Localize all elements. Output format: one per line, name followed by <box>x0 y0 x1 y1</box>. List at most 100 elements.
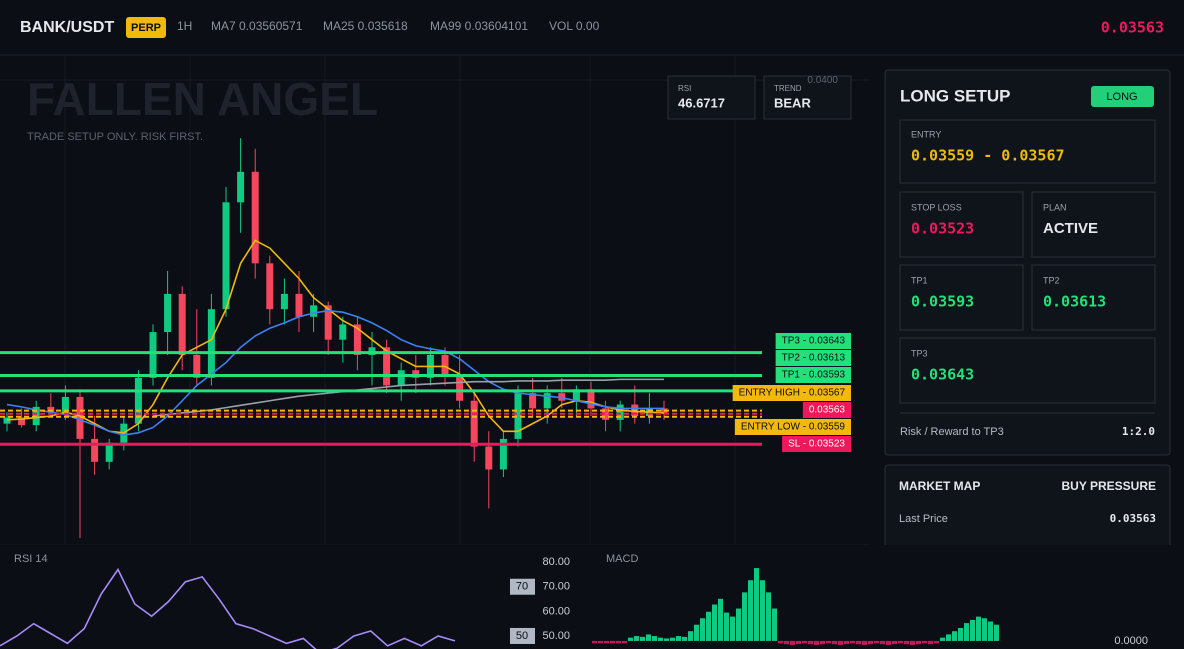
market-map-title: MARKET MAP <box>899 479 980 493</box>
candle-body <box>572 389 580 401</box>
entry-card <box>899 119 1156 184</box>
macd-bar <box>676 636 681 641</box>
macd-bar <box>898 640 903 644</box>
level-label: SL - 0.03523 <box>788 439 845 450</box>
macd-bar <box>850 640 855 644</box>
candle-body <box>397 370 405 386</box>
candle-body <box>91 438 99 462</box>
level-label-box <box>775 333 851 349</box>
macd-bar <box>970 619 975 641</box>
macd-bar <box>946 634 951 641</box>
macd-bar <box>790 640 795 645</box>
macd-bar <box>772 608 777 641</box>
macd-bar <box>910 640 915 645</box>
macd-bar <box>700 618 705 641</box>
macd-bar <box>886 640 891 645</box>
price-ticks: 0.0400 <box>807 75 838 86</box>
macd-bar <box>856 640 861 645</box>
candle-body <box>412 370 420 378</box>
macd-bar <box>820 640 825 645</box>
macd-bar <box>628 637 633 641</box>
rr-label: Risk / Reward to TP3 <box>900 426 1004 438</box>
rsi-tick-label: 70.00 <box>542 581 570 593</box>
symbol: BANK/USDT <box>20 19 114 36</box>
candle-body <box>105 442 113 462</box>
level-label-box <box>734 419 851 435</box>
macd-bar <box>706 611 711 641</box>
candle-body <box>485 446 493 470</box>
stop-card <box>899 191 1024 258</box>
macd-bar <box>922 640 927 644</box>
level-label-box <box>775 350 851 366</box>
level-label-box <box>775 367 851 383</box>
candle-body <box>602 408 610 420</box>
candle-body <box>251 171 259 264</box>
level-label-box <box>732 385 851 401</box>
macd-bar <box>784 640 789 645</box>
candle-body <box>368 347 376 355</box>
macd-bar <box>796 640 801 645</box>
rsi-tick-label: 60.00 <box>542 605 570 617</box>
candle-body <box>149 332 157 378</box>
macd-bar <box>952 631 957 641</box>
candle-body <box>470 400 478 447</box>
macd-bar <box>904 640 909 645</box>
macd-bar <box>934 640 939 644</box>
rsi-level-label: 50 <box>516 630 528 642</box>
plan-value: ACTIVE <box>1043 220 1098 237</box>
macd-bar <box>682 636 687 641</box>
candle-body <box>18 417 26 426</box>
macd-bar <box>862 640 867 645</box>
macd-bar <box>874 640 879 644</box>
candle-body <box>324 305 332 340</box>
moving-average-line <box>152 378 664 417</box>
ma25-readout: MA25 0.035618 <box>323 19 408 33</box>
macd-bar <box>634 636 639 641</box>
macd-bar <box>694 624 699 641</box>
header-last-price: 0.03563 <box>1101 19 1164 37</box>
macd-bar <box>844 640 849 645</box>
candle-body <box>178 293 186 355</box>
candle-body <box>310 305 318 317</box>
volume-readout: VOL 0.00 <box>549 19 600 33</box>
level-label: TP1 - 0.03593 <box>782 370 846 381</box>
macd-bar <box>814 640 819 645</box>
price-tick-label: 0.0400 <box>807 75 838 86</box>
perp-label: PERP <box>131 22 161 34</box>
ma7-readout: MA7 0.03560571 <box>211 19 303 33</box>
macd-bar <box>754 568 759 641</box>
level-label: 0.03563 <box>809 405 846 416</box>
level-label: TP3 - 0.03643 <box>782 336 846 347</box>
moving-average-line <box>6 309 664 436</box>
rsi-box-label: RSI <box>678 84 691 93</box>
candle-body <box>61 396 69 413</box>
candle-body <box>441 354 449 375</box>
macd-bar <box>748 580 753 641</box>
last-price-value: 0.03563 <box>1110 512 1156 525</box>
last-price-label: Last Price <box>899 513 948 525</box>
candle-body <box>587 389 595 409</box>
macd-title: MACD <box>606 553 638 565</box>
candle-body <box>295 293 303 317</box>
stop-value: 0.03523 <box>911 220 974 238</box>
rsi-tick-label: 80.00 <box>542 556 570 568</box>
macd-bar <box>838 640 843 645</box>
interval[interactable]: 1H <box>177 19 192 33</box>
trend-box-value: BEAR <box>774 95 811 110</box>
macd-bar <box>688 631 693 641</box>
rsi-box <box>667 75 756 120</box>
market-status: BUY PRESSURE <box>1062 479 1156 493</box>
macd-bar <box>610 640 615 644</box>
rsi-line <box>0 567 456 649</box>
macd-bar <box>646 634 651 641</box>
tp3-label: TP3 <box>911 348 928 358</box>
tp1-label: TP1 <box>911 275 928 285</box>
candle-body <box>383 347 391 386</box>
macd-bar <box>712 604 717 641</box>
level-label: ENTRY LOW - 0.03559 <box>741 422 846 433</box>
macd-bar <box>604 640 609 644</box>
macd-bar <box>640 636 645 641</box>
tp3-card <box>899 337 1156 404</box>
